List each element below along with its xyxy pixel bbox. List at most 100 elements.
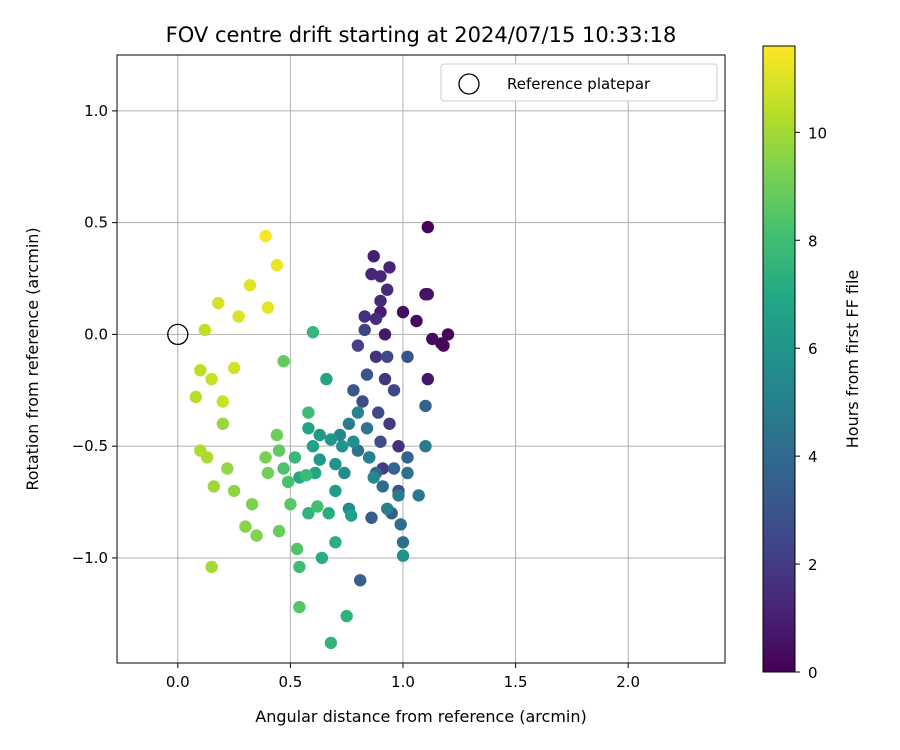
y-axis-ticks: 1.0 0.5 0.0 −0.5 −1.0 <box>72 102 117 567</box>
data-point <box>324 636 338 650</box>
data-point <box>189 390 202 404</box>
colorbar-label: Hours from first FF file <box>843 270 862 449</box>
y-tick-label: 1.0 <box>84 102 108 120</box>
data-point <box>329 536 342 549</box>
data-point <box>412 489 425 502</box>
legend-entry-reference-platepar: Reference platepar <box>507 75 651 93</box>
data-point <box>306 326 320 339</box>
data-point <box>259 229 272 243</box>
y-tick-label: 0.0 <box>84 325 108 343</box>
data-point <box>221 462 234 475</box>
data-point <box>367 471 380 484</box>
data-point <box>365 511 378 524</box>
data-point <box>281 475 295 489</box>
plot-frame <box>116 54 726 664</box>
data-point <box>342 417 356 430</box>
data-point <box>387 462 401 475</box>
data-point <box>272 444 286 457</box>
data-point <box>329 457 342 471</box>
data-point <box>320 372 333 386</box>
data-point <box>376 480 389 493</box>
data-point <box>300 469 313 482</box>
colorbar-ticks: 0 2 4 6 8 10 <box>795 124 827 682</box>
colorbar <box>762 45 796 673</box>
data-point <box>347 384 360 397</box>
data-point <box>205 560 218 574</box>
legend: Reference platepar <box>440 63 718 102</box>
x-tick-label: 0.0 <box>166 673 190 691</box>
data-point <box>378 328 392 341</box>
data-point <box>358 310 371 323</box>
data-point <box>216 395 229 408</box>
data-point <box>374 270 387 283</box>
data-points <box>189 220 455 650</box>
y-tick-label: 0.5 <box>84 214 108 232</box>
data-point <box>290 542 304 556</box>
data-point <box>261 466 275 480</box>
data-point <box>340 609 353 623</box>
reference-platepar-marker <box>167 323 189 346</box>
data-point <box>396 305 410 319</box>
x-tick-label: 1.5 <box>504 673 528 691</box>
data-point <box>302 406 315 419</box>
data-point <box>324 433 338 446</box>
data-point <box>347 435 360 448</box>
data-point <box>401 350 414 363</box>
data-point <box>437 339 450 352</box>
data-point <box>421 372 434 386</box>
data-point <box>381 350 394 363</box>
data-point <box>272 524 286 538</box>
data-point <box>381 283 394 296</box>
colorbar-tick-label: 2 <box>808 556 818 574</box>
legend-reference-marker-icon <box>458 73 480 95</box>
data-point <box>394 518 407 531</box>
chart-title: FOV centre drift starting at 2024/07/15 … <box>166 23 677 47</box>
data-point <box>367 250 380 263</box>
data-point <box>207 480 220 493</box>
data-point <box>378 372 392 386</box>
data-point <box>387 384 401 397</box>
data-point <box>243 279 257 292</box>
data-point <box>383 417 396 430</box>
data-point <box>369 350 383 363</box>
data-point <box>345 509 358 522</box>
data-point <box>351 339 365 352</box>
data-point <box>401 466 414 480</box>
x-tick-label: 2.0 <box>616 673 640 691</box>
colorbar-tick-label: 0 <box>808 664 818 682</box>
data-point <box>396 549 410 562</box>
data-point <box>338 466 351 480</box>
data-point <box>270 258 284 272</box>
y-tick-label: −1.0 <box>72 549 108 567</box>
data-point <box>374 435 387 448</box>
data-point <box>363 451 376 464</box>
data-point <box>426 332 439 346</box>
x-tick-label: 0.5 <box>278 673 302 691</box>
data-point <box>392 440 405 453</box>
data-point <box>322 507 335 520</box>
data-point <box>441 328 455 341</box>
x-axis-ticks: 0.0 0.5 1.0 1.5 2.0 <box>166 663 640 691</box>
data-point <box>401 451 414 464</box>
data-point <box>302 507 315 520</box>
data-point <box>205 372 218 386</box>
data-point <box>354 574 367 587</box>
data-point <box>239 520 252 533</box>
x-axis-label: Angular distance from reference (arcmin) <box>255 707 586 726</box>
data-point <box>421 288 434 301</box>
data-point <box>288 451 302 464</box>
data-point <box>277 355 290 368</box>
data-point <box>245 498 259 511</box>
data-point <box>194 364 207 377</box>
data-point <box>293 560 306 574</box>
data-point <box>410 314 423 328</box>
data-point <box>419 440 432 453</box>
data-point <box>315 551 329 565</box>
data-point <box>311 500 324 513</box>
data-point <box>358 323 371 337</box>
colorbar-tick-label: 10 <box>808 124 827 142</box>
data-point <box>277 462 290 475</box>
data-point <box>369 312 383 325</box>
data-point <box>356 395 369 408</box>
data-point <box>259 451 272 464</box>
